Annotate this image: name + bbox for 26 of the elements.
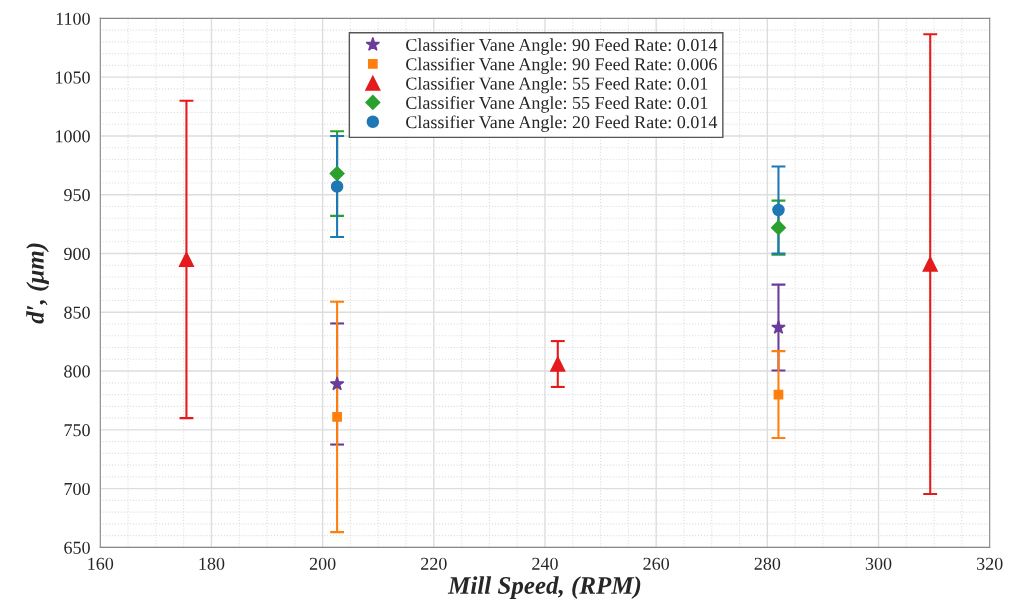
x-tick-label: 260 — [643, 557, 670, 570]
x-tick-label: 300 — [865, 557, 892, 570]
legend-label: Classifier Vane Angle: 90 Feed Rate: 0.014 — [406, 38, 718, 55]
y-axis-title: d′, (μm) — [26, 243, 49, 324]
y-tick-label: 750 — [64, 424, 90, 437]
x-tick-label: 180 — [199, 557, 225, 570]
x-tick-label: 220 — [421, 557, 447, 570]
y-tick-label: 850 — [64, 306, 90, 319]
x-tick-label: 200 — [309, 557, 336, 570]
x-tick-label: 320 — [977, 557, 1003, 570]
y-tick-label: 1100 — [56, 12, 90, 25]
x-tick-label: 160 — [88, 557, 114, 570]
y-tick-label: 650 — [64, 541, 90, 554]
y-tick-label: 950 — [64, 188, 90, 202]
y-tick-label: 900 — [64, 247, 90, 260]
y-tick-label: 800 — [64, 365, 90, 378]
legend-label: Classifier Vane Angle: 90 Feed Rate: 0.006 — [406, 57, 717, 75]
y-tick-label: 1050 — [56, 71, 90, 84]
x-tick-label: 240 — [532, 557, 558, 570]
legend-label: Classifier Vane Angle: 20 Feed Rate: 0.014 — [406, 115, 718, 132]
legend-label: Classifier Vane Angle: 55 Feed Rate: 0.01 — [406, 76, 708, 94]
x-axis-title: Mill Speed, (RPM) — [447, 576, 641, 599]
legend-label: Classifier Vane Angle: 55 Feed Rate: 0.01 — [406, 96, 708, 113]
y-tick-label: 700 — [64, 482, 90, 496]
y-tick-label: 1000 — [56, 130, 90, 143]
x-tick-label: 280 — [754, 557, 781, 570]
